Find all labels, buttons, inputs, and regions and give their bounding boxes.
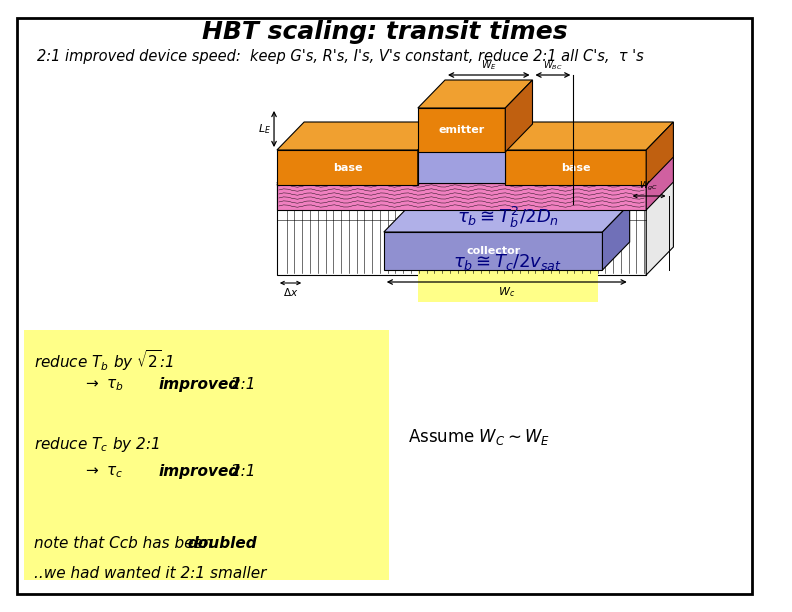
Text: 2:1: 2:1 <box>227 464 256 479</box>
Text: HBT scaling: transit times: HBT scaling: transit times <box>202 20 568 44</box>
Text: $W_{BC}$: $W_{BC}$ <box>543 59 563 72</box>
Polygon shape <box>277 122 445 150</box>
Polygon shape <box>277 155 673 183</box>
Text: emitter: emitter <box>439 125 485 135</box>
Bar <box>418 187 598 302</box>
Text: $\Delta x$: $\Delta x$ <box>283 286 299 298</box>
Text: collector: collector <box>466 246 520 256</box>
Polygon shape <box>384 204 630 232</box>
Text: improved: improved <box>158 464 240 479</box>
Text: $W_c$: $W_c$ <box>498 285 516 299</box>
Bar <box>384 232 603 270</box>
Text: base: base <box>333 163 362 173</box>
Polygon shape <box>646 122 673 185</box>
Bar <box>418 108 505 152</box>
Text: doubled: doubled <box>188 537 257 551</box>
Polygon shape <box>646 155 673 210</box>
Text: $\rightarrow$ $\tau_b$: $\rightarrow$ $\tau_b$ <box>82 377 124 393</box>
Polygon shape <box>505 80 532 152</box>
Polygon shape <box>505 122 673 150</box>
Text: $\tau_b \cong T_c / 2v_{sat}$: $\tau_b \cong T_c / 2v_{sat}$ <box>453 252 562 272</box>
Text: 2:1 improved device speed:  keep G's, R's, I's, V's constant, reduce 2:1 all C's: 2:1 improved device speed: keep G's, R's… <box>37 49 644 64</box>
Bar <box>418 150 505 183</box>
Text: $\rightarrow$ $\tau_c$: $\rightarrow$ $\tau_c$ <box>82 464 124 480</box>
Polygon shape <box>277 157 673 185</box>
Text: base: base <box>561 163 591 173</box>
Bar <box>277 150 418 185</box>
Text: Assume $W_C \sim W_E$: Assume $W_C \sim W_E$ <box>408 427 550 447</box>
Text: $W_E$: $W_E$ <box>481 58 497 72</box>
Polygon shape <box>418 80 532 108</box>
Bar <box>25 330 389 580</box>
Text: $W_{gC}$: $W_{gC}$ <box>639 180 659 193</box>
Text: note that Ccb has been: note that Ccb has been <box>34 537 217 551</box>
Text: improved: improved <box>158 377 240 392</box>
Polygon shape <box>603 204 630 270</box>
Bar <box>277 183 646 210</box>
Polygon shape <box>646 157 673 275</box>
Polygon shape <box>418 122 445 185</box>
Text: 2:1: 2:1 <box>227 377 256 392</box>
Text: $L_E$: $L_E$ <box>258 122 271 136</box>
Text: ..we had wanted it 2:1 smaller: ..we had wanted it 2:1 smaller <box>34 565 266 581</box>
Text: $\tau_b \cong T_b^2 / 2D_n$: $\tau_b \cong T_b^2 / 2D_n$ <box>457 205 559 230</box>
Text: reduce $T_b$ by $\sqrt{2}$:1: reduce $T_b$ by $\sqrt{2}$:1 <box>34 348 174 373</box>
Bar <box>277 185 646 275</box>
Text: reduce $T_c$ by 2:1: reduce $T_c$ by 2:1 <box>34 435 160 454</box>
Bar <box>505 150 646 185</box>
